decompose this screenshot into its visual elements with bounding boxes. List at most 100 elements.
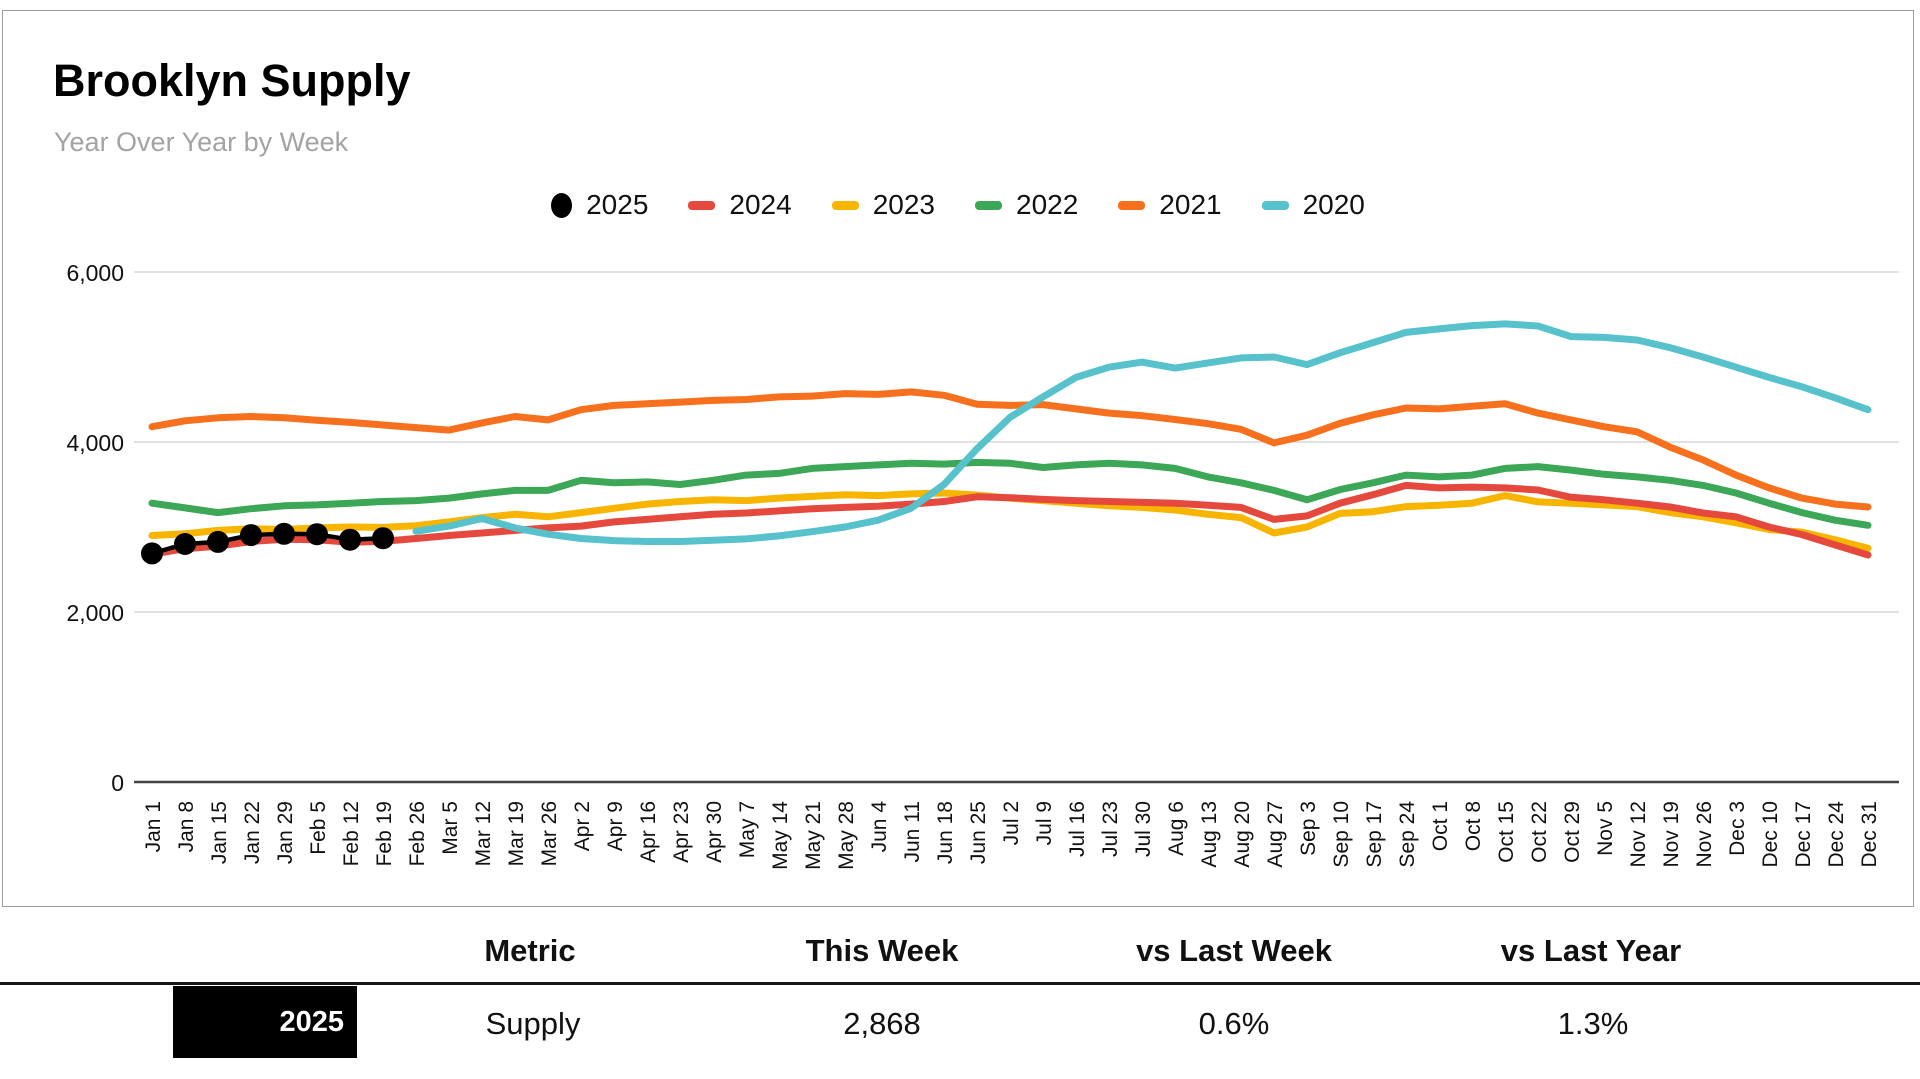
x-tick: Jan 29: [274, 801, 297, 864]
x-tick-label: Nov 19: [1660, 801, 1683, 868]
legend-label: 2025: [586, 189, 649, 220]
chart-card: Brooklyn Supply Year Over Year by Week 2…: [2, 10, 1914, 907]
x-tick: Jan 1: [142, 801, 165, 852]
x-tick-label: Dec 31: [1858, 801, 1881, 868]
legend-item-2023: 2023: [831, 189, 935, 221]
x-tick: Oct 1: [1429, 801, 1452, 851]
x-tick: Feb 26: [406, 801, 429, 866]
x-tick-label: Oct 29: [1561, 801, 1584, 863]
x-tick: Apr 2: [571, 801, 594, 851]
x-tick-label: Aug 27: [1264, 801, 1287, 868]
x-tick: Oct 8: [1462, 801, 1485, 851]
x-tick-label: Apr 30: [703, 801, 726, 863]
x-tick: Oct 15: [1495, 801, 1518, 863]
legend-label: 2020: [1302, 189, 1365, 220]
x-tick: Dec 3: [1726, 801, 1749, 856]
x-tick: Jan 8: [175, 801, 198, 852]
legend-label: 2021: [1159, 189, 1222, 220]
legend-item-2025: 2025: [551, 189, 648, 221]
x-tick-label: Nov 5: [1594, 801, 1617, 856]
series-line-2024: [148, 481, 1872, 559]
x-tick: Sep 24: [1396, 801, 1419, 868]
y-tick-label: 6,000: [66, 260, 124, 286]
x-tick: Jun 4: [868, 801, 891, 853]
cell-vs-last-week: 0.6%: [1198, 1006, 1270, 1041]
x-tick: Jul 30: [1132, 801, 1155, 857]
x-tick-label: Sep 24: [1396, 801, 1419, 868]
x-tick-label: Jul 30: [1132, 801, 1155, 857]
x-tick-label: Jan 15: [208, 801, 231, 864]
legend-dot-icon: [551, 192, 573, 218]
x-tick-label: Aug 20: [1231, 801, 1254, 868]
supply-line-chart: 6,000 4,000 2,000 0 Jan 1 Jan 8 Jan 15 Jan 22 Ja…: [66, 260, 1899, 870]
y-tick-label: 0: [111, 770, 124, 796]
x-tick-label: Dec 24: [1825, 801, 1848, 868]
x-tick: Oct 22: [1528, 801, 1551, 863]
x-tick: Nov 19: [1660, 801, 1683, 868]
x-tick: Nov 5: [1594, 801, 1617, 856]
x-tick: Sep 17: [1363, 801, 1386, 868]
x-tick: Jul 2: [1000, 801, 1023, 845]
x-tick: Dec 17: [1792, 801, 1815, 868]
data-point-2025: [174, 533, 196, 555]
x-tick: Apr 9: [604, 801, 627, 851]
x-tick: Mar 26: [538, 801, 561, 866]
x-tick-label: Sep 3: [1297, 801, 1320, 856]
legend-label: 2024: [729, 189, 792, 220]
x-tick-label: Feb 12: [340, 801, 363, 866]
x-tick-label: Apr 16: [637, 801, 660, 863]
year-badge-label: 2025: [279, 1005, 344, 1038]
x-tick-label: Sep 10: [1330, 801, 1353, 868]
data-point-2025: [141, 542, 163, 565]
x-tick-label: Apr 9: [604, 801, 627, 851]
x-tick-label: Mar 5: [439, 801, 462, 855]
cell-vs-last-year: 1.3%: [1557, 1006, 1629, 1041]
x-tick: Dec 10: [1759, 801, 1782, 868]
x-tick-label: Oct 22: [1528, 801, 1551, 863]
x-tick: May 14: [769, 801, 792, 870]
legend-dash-icon: [688, 200, 716, 210]
x-tick-label: Jan 1: [142, 801, 165, 852]
x-tick: Oct 29: [1561, 801, 1584, 863]
data-point-2025: [273, 522, 295, 545]
x-tick: Sep 3: [1297, 801, 1320, 856]
x-tick-label: Feb 19: [373, 801, 396, 866]
table-header-rule: [0, 982, 1920, 985]
x-tick-label: Feb 26: [406, 801, 429, 866]
x-tick: Jul 9: [1033, 801, 1056, 845]
x-tick: Jun 25: [967, 801, 990, 864]
legend-dash-icon: [975, 200, 1002, 210]
y-tick-label: 2,000: [66, 600, 124, 626]
x-tick: Jan 22: [241, 801, 264, 864]
x-tick-label: Jan 8: [175, 801, 198, 852]
series-line-2021: [148, 388, 1872, 511]
x-tick: Apr 30: [703, 801, 726, 863]
col-header-vs-last-year: vs Last Year: [1500, 933, 1682, 968]
legend-dash-icon: [1261, 200, 1289, 210]
x-tick: Jun 18: [934, 801, 957, 864]
col-header-vs-last-week: vs Last Week: [1136, 933, 1332, 968]
x-tick: Nov 26: [1693, 801, 1716, 868]
data-point-2025: [372, 527, 394, 550]
data-point-2025: [306, 523, 328, 546]
x-tick-label: Oct 15: [1495, 801, 1518, 863]
x-tick: May 7: [736, 801, 759, 858]
x-tick-label: May 14: [769, 801, 792, 870]
x-tick: Feb 19: [373, 801, 396, 866]
x-tick-label: Jan 29: [274, 801, 297, 864]
x-tick-label: Dec 17: [1792, 801, 1815, 868]
x-tick: Feb 5: [307, 801, 330, 855]
x-tick-label: Jul 2: [1000, 801, 1023, 845]
legend-dash-icon: [1118, 200, 1146, 210]
legend-label: 2022: [1016, 189, 1079, 220]
year-badge: 2025: [173, 986, 357, 1058]
col-header-metric: Metric: [484, 933, 576, 968]
x-tick-label: Jun 4: [868, 801, 891, 853]
x-tick-label: Aug 6: [1165, 801, 1188, 856]
x-tick: Dec 24: [1825, 801, 1848, 868]
col-header-this-week: This Week: [805, 933, 959, 968]
x-tick-label: Jan 22: [241, 801, 264, 864]
x-tick: Aug 20: [1231, 801, 1254, 868]
x-tick: Mar 19: [505, 801, 528, 866]
x-tick-label: Apr 23: [670, 801, 693, 863]
